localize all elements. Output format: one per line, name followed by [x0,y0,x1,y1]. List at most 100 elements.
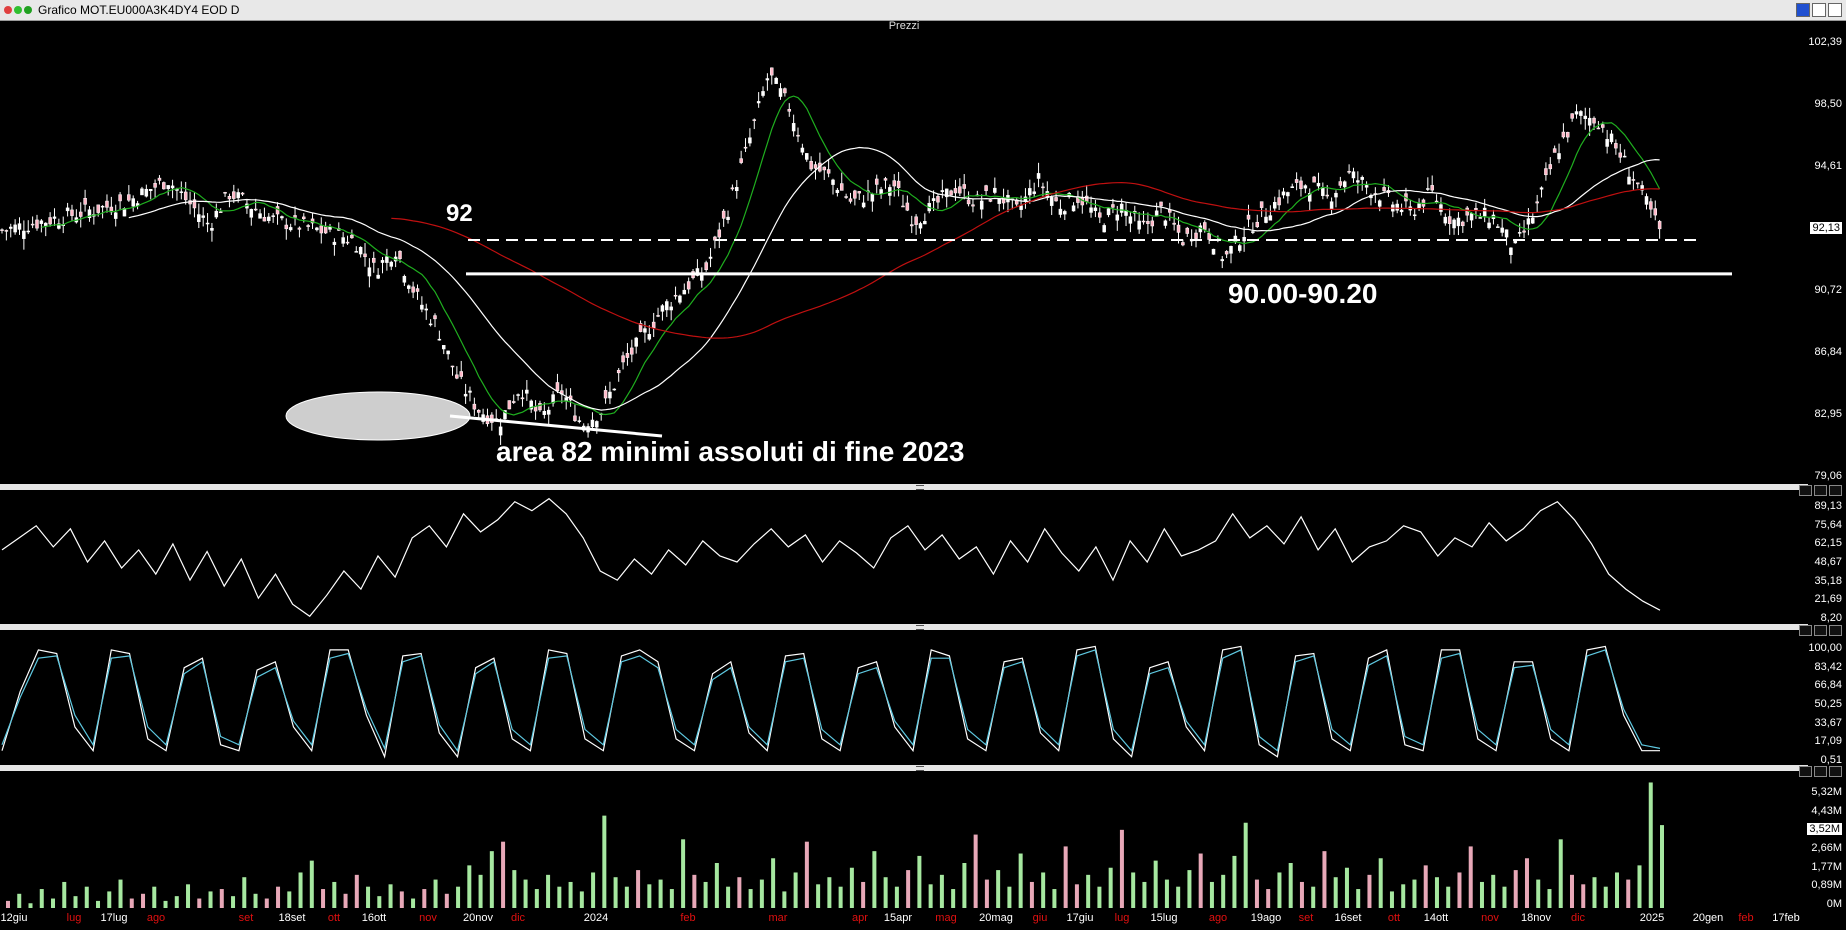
pane-minimize-button[interactable] [1799,625,1812,636]
candle-body [1640,185,1644,191]
candle-body [288,227,293,231]
volume-bar [793,872,798,908]
candle-body [157,177,162,181]
volume-bar [1119,829,1124,908]
drag-grip-icon[interactable] [916,485,924,490]
candle-body [1552,148,1557,153]
oscillator-line [1,645,1660,759]
candle-body [1268,215,1273,221]
volume-bar [523,879,528,908]
volume-bar [129,898,134,908]
y-axis-tick-label: 86,84 [1814,346,1842,358]
x-axis-tick-label: 15apr [883,912,913,924]
y-axis-tick-label: 89,13 [1814,500,1842,512]
candle-body [874,178,879,185]
candle-body [267,216,271,221]
candle-body [83,198,87,205]
drag-grip-icon[interactable] [916,766,924,771]
candle-body [739,158,743,163]
pane-minimize-button[interactable] [1799,485,1812,496]
x-axis-tick-label: mar [768,912,788,924]
volume-bar [197,898,202,908]
candle-body [1246,214,1251,220]
volume-bar [1569,874,1574,908]
candle-body [1360,177,1364,180]
candle-body [498,426,503,436]
candle-body [822,166,827,171]
candle-body [122,208,127,217]
pane-close-button[interactable] [1829,485,1842,496]
close-dot-icon[interactable] [4,6,12,14]
candle-body [831,179,835,185]
pane-separator-1[interactable] [0,484,1808,490]
candle-body [1526,218,1531,225]
candle-body [1399,209,1404,213]
candle-body [791,123,796,132]
candle-body [1443,216,1448,224]
pane-restore-button[interactable] [1814,485,1827,496]
candle-body [0,229,4,231]
minimize-button[interactable] [1812,3,1826,17]
x-axis-tick-label: 20mag [979,912,1013,924]
maximize-dot-icon[interactable] [14,6,22,14]
volume-bar [1401,884,1406,908]
candle-body [713,236,717,241]
volume-bar [1254,879,1259,908]
x-axis-tick-label: lug [1114,912,1130,924]
volume-bar [141,893,146,908]
candle-body [704,262,708,270]
volume-bar [28,903,33,908]
candle-body [647,334,652,340]
chart-canvas[interactable] [0,0,1808,930]
volume-bar [152,886,157,908]
candle-body [931,198,936,201]
pane-close-button[interactable] [1829,625,1842,636]
volume-bar [1660,825,1664,908]
candle-body [511,401,516,403]
volume-bar [17,893,22,908]
x-axis-tick-label: 2024 [583,912,609,924]
close-button[interactable] [1828,3,1842,17]
candle-body [909,224,914,227]
candle-body [901,205,905,208]
candle-body [398,250,402,259]
pane-separator-2[interactable] [0,624,1808,630]
pane-restore-button[interactable] [1814,766,1827,777]
candle-body [350,234,354,239]
candle-body [634,337,638,347]
volume-bar [62,881,67,908]
volume-bar [827,877,832,908]
x-axis-tick-label: 17giu [1066,912,1094,924]
pane-restore-button[interactable] [1814,625,1827,636]
volume-bar [579,891,584,908]
pane-minimize-button[interactable] [1799,766,1812,777]
y-axis-tick-label: 98,50 [1814,98,1842,110]
volume-bar [118,879,123,908]
volume-bar [1344,867,1349,908]
restore-button[interactable] [1796,3,1810,17]
candle-body [162,182,166,190]
candle-body [1028,188,1032,196]
candle-body [1474,208,1478,211]
x-axis-tick-label: 12giu [0,912,28,924]
candle-body [127,194,131,201]
candle-body [1587,117,1592,126]
candle-body [1303,185,1308,189]
volume-bar [1277,872,1282,908]
volume-bar [1164,879,1169,908]
candle-body [13,224,17,233]
candle-body [686,281,691,290]
candle-body [65,207,70,212]
candle-body [170,185,175,189]
candle-body [1071,205,1076,212]
pane-close-button[interactable] [1829,766,1842,777]
candle-body [717,229,722,238]
candle-body [1583,115,1588,119]
candle-body [1102,225,1106,233]
candle-body [118,194,122,202]
candle-body [1382,187,1386,192]
pane-separator-3[interactable] [0,765,1808,771]
drag-grip-icon[interactable] [916,625,924,630]
minimize-dot-icon[interactable] [24,6,32,14]
candle-body [503,410,507,420]
